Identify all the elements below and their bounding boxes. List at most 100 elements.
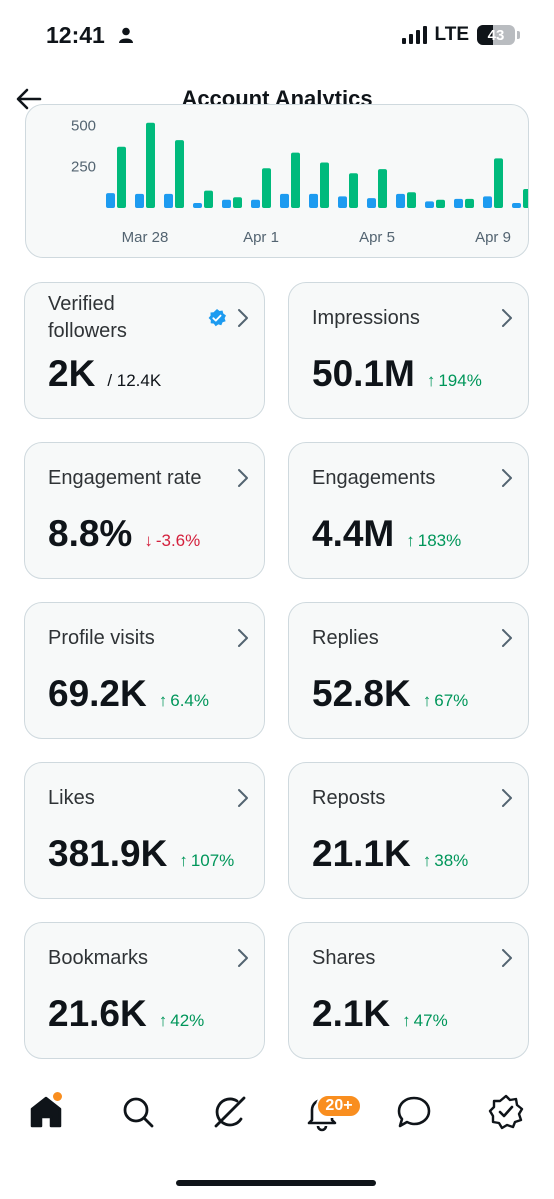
- arrow-left-icon[interactable]: [14, 84, 44, 114]
- verified-badge-icon: [208, 309, 226, 327]
- chart-bar: [407, 192, 416, 208]
- stat-value: 69.2K: [48, 673, 147, 714]
- x-tick-label: Mar 28: [122, 229, 169, 246]
- stat-card-likes[interactable]: Likes 381.9K ↑ 107%: [24, 762, 265, 899]
- stat-value: 50.1M: [312, 353, 415, 394]
- stat-card-impressions[interactable]: Impressions 50.1M ↑ 194%: [288, 282, 529, 419]
- chart-bar: [262, 168, 271, 208]
- stat-value: 381.9K: [48, 833, 168, 874]
- stat-change-value: -3.6%: [155, 531, 201, 550]
- chevron-right-icon: [238, 789, 248, 807]
- arrow-up-icon: ↑: [406, 531, 415, 550]
- stat-change-value: 183%: [417, 531, 462, 550]
- stat-label: Shares: [312, 947, 376, 969]
- bar-chart: 250 500 Mar 28 Apr 1 Apr 5 Apr 9: [71, 117, 528, 246]
- arrow-up-icon: ↑: [422, 691, 432, 710]
- arrow-up-icon: ↑: [422, 851, 432, 870]
- network-type: LTE: [434, 24, 469, 45]
- x-tick-label: Apr 9: [475, 229, 511, 246]
- stat-card-reposts[interactable]: Reposts 21.1K ↑ 38%: [288, 762, 529, 899]
- arrow-up-icon: ↑: [179, 851, 188, 870]
- stat-change: ↑ 42%: [159, 1011, 205, 1031]
- chart-bar: [512, 203, 521, 208]
- stat-label: Bookmarks: [48, 947, 149, 969]
- stat-change-value: 194%: [438, 371, 482, 390]
- stat-row: 50.1M ↑ 194%: [312, 353, 482, 395]
- verified-icon[interactable]: [486, 1092, 526, 1132]
- person-icon: [119, 27, 133, 43]
- search-icon[interactable]: [118, 1092, 158, 1132]
- bottom-nav: 20+: [0, 1078, 554, 1158]
- stat-change-value: 67%: [434, 691, 469, 710]
- home-indicator: [176, 1180, 376, 1186]
- chevron-right-icon: [502, 949, 512, 967]
- chart-bar: [233, 197, 242, 208]
- chart-bar: [251, 199, 260, 208]
- chart-bar: [106, 193, 115, 208]
- stat-value: 2.1K: [312, 993, 391, 1034]
- stat-label: Engagements: [312, 467, 436, 489]
- stat-row: 2K / 12.4K: [48, 353, 161, 395]
- stat-label: Likes: [48, 787, 95, 809]
- stat-card-replies[interactable]: Replies 52.8K ↑ 67%: [288, 602, 529, 739]
- arrow-up-icon: ↑: [158, 1011, 168, 1030]
- stat-value: 21.1K: [312, 833, 411, 874]
- stat-card-shares[interactable]: Shares 2.1K ↑ 47%: [288, 922, 529, 1059]
- grok-icon[interactable]: [210, 1092, 250, 1132]
- chart-bar: [523, 188, 528, 208]
- chart-bar: [349, 173, 358, 208]
- stat-label: Impressions: [312, 307, 420, 329]
- battery-level: 43: [487, 26, 505, 44]
- impressions-chart: 250 500 Mar 28 Apr 1 Apr 5 Apr 9: [25, 104, 529, 258]
- y-tick-label: 250: [71, 159, 96, 176]
- stat-label: Replies: [312, 627, 379, 649]
- stat-value: 2K: [48, 353, 96, 394]
- status-time: 12:41: [46, 22, 105, 48]
- chevron-right-icon: [502, 789, 512, 807]
- signal-icon: [401, 26, 427, 44]
- chart-bar: [175, 140, 184, 208]
- chevron-right-icon: [238, 629, 248, 647]
- stat-row: 8.8% ↓ -3.6%: [48, 513, 200, 555]
- stat-value: 8.8%: [48, 513, 133, 554]
- stat-change-value: 107%: [190, 851, 235, 870]
- stat-change-value: 47%: [413, 1011, 448, 1030]
- stat-change: ↑ 6.4%: [159, 691, 209, 711]
- stat-row: 2.1K ↑ 47%: [312, 993, 448, 1035]
- chart-bar: [483, 196, 492, 208]
- messages-icon[interactable]: [394, 1092, 434, 1132]
- stat-change-value: 38%: [434, 851, 469, 870]
- chevron-right-icon: [238, 469, 248, 487]
- chart-bar: [367, 198, 376, 208]
- chart-bar: [425, 201, 434, 208]
- arrow-up-icon: ↑: [402, 1011, 411, 1030]
- chevron-right-icon: [238, 309, 248, 327]
- chart-bar: [291, 152, 300, 208]
- stat-value: 52.8K: [312, 673, 411, 714]
- stat-label: Verified followers: [48, 293, 127, 342]
- home-notification-dot: [53, 1092, 62, 1101]
- status-bar: 12:41 LTE 43: [0, 0, 554, 70]
- stat-change: ↑ 194%: [427, 371, 482, 391]
- stat-row: 381.9K ↑ 107%: [48, 833, 234, 875]
- chart-bar: [164, 193, 173, 208]
- chart-bar: [465, 198, 474, 208]
- chart-bar: [204, 190, 213, 208]
- home-icon[interactable]: [26, 1092, 66, 1132]
- stat-row: 52.8K ↑ 67%: [312, 673, 468, 715]
- stat-card-engagements[interactable]: Engagements 4.4M ↑ 183%: [288, 442, 529, 579]
- chart-bar: [309, 193, 318, 208]
- chart-bar: [146, 122, 155, 208]
- stat-row: 21.1K ↑ 38%: [312, 833, 468, 875]
- chart-bar: [494, 158, 503, 208]
- stat-card-engagement-rate[interactable]: Engagement rate 8.8% ↓ -3.6%: [24, 442, 265, 579]
- stat-card-bookmarks[interactable]: Bookmarks 21.6K ↑ 42%: [24, 922, 265, 1059]
- chevron-right-icon: [502, 469, 512, 487]
- stat-card-verified-followers[interactable]: Verified followers 2K / 12.4K: [24, 282, 265, 419]
- chevron-right-icon: [502, 629, 512, 647]
- chevron-right-icon: [502, 309, 512, 327]
- stat-label: Engagement rate: [48, 467, 202, 489]
- arrow-up-icon: ↑: [158, 691, 168, 710]
- stat-card-profile-visits[interactable]: Profile visits 69.2K ↑ 6.4%: [24, 602, 265, 739]
- chart-bar: [378, 169, 387, 208]
